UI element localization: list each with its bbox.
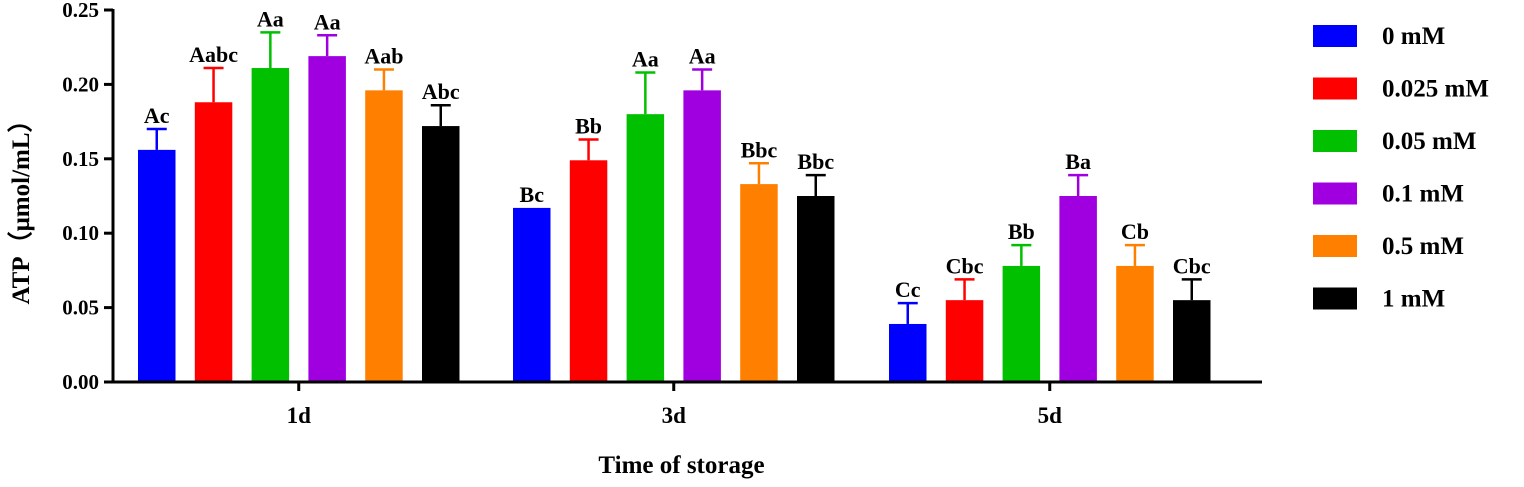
y-tick-label: 0.00: [62, 370, 99, 394]
bar-significance-label: Ac: [144, 103, 170, 128]
y-ticks-layer: 0.00 0.05 0.10 0.15 0.20 0.25: [62, 0, 113, 394]
bar-significance-label: Cbc: [946, 253, 984, 278]
x-category-label: 5d: [1038, 403, 1063, 428]
bar: [513, 207, 551, 382]
bar-significance-label: Ba: [1065, 149, 1091, 174]
bar-significance-label: Cc: [895, 277, 921, 302]
bar-significance-label: Bc: [520, 182, 545, 207]
legend-swatch: [1313, 25, 1357, 47]
y-tick-label: 0.20: [62, 72, 99, 96]
legend-label: 1 mM: [1382, 286, 1445, 313]
legend-swatch: [1313, 235, 1357, 257]
bar: [251, 68, 290, 383]
legend-label: 0.05 mM: [1382, 128, 1476, 155]
bar-significance-label: Bbc: [797, 149, 834, 174]
bar-significance-label: Abc: [422, 79, 460, 104]
legend-swatch: [1313, 77, 1357, 100]
legend-label: 0.025 mM: [1382, 76, 1489, 103]
bar-significance-label: Aabc: [189, 42, 238, 67]
bar: [194, 102, 233, 383]
y-tick-label: 0.15: [62, 147, 99, 171]
bar-significance-label: Aa: [257, 6, 284, 31]
y-axis-title: ATP（μmol/mL）: [6, 107, 35, 304]
bar: [308, 56, 346, 383]
bar: [945, 300, 984, 382]
bar: [626, 114, 665, 382]
bar: [1173, 300, 1211, 382]
legend-label: 0.1 mM: [1382, 181, 1464, 208]
error-bars-layer: [146, 31, 1202, 324]
bar: [365, 90, 403, 383]
bar: [1002, 265, 1041, 382]
x-category-label: 3d: [662, 403, 687, 428]
bar: [422, 126, 460, 383]
legend-label: 0.5 mM: [1382, 233, 1464, 260]
bars-layer: [138, 56, 1211, 383]
y-tick-label: 0.05: [62, 296, 99, 320]
bar-significance-label: Aa: [689, 44, 716, 69]
y-tick-label: 0.25: [62, 0, 99, 22]
x-category-label: 1d: [287, 403, 312, 428]
bar-significance-label: Aab: [364, 44, 403, 69]
bar: [740, 184, 778, 382]
bar-significance-label: Bbc: [741, 137, 778, 162]
bar: [889, 323, 927, 382]
bar: [1116, 265, 1154, 382]
x-ticks-layer: 1d 3d 5d: [287, 382, 1063, 428]
y-tick-label: 0.10: [62, 221, 99, 245]
bar-significance-label: Bb: [575, 113, 602, 138]
x-axis-title: Time of storage: [598, 452, 764, 479]
bar: [1059, 196, 1097, 382]
bar: [138, 149, 176, 382]
bar-significance-label: Bb: [1008, 219, 1035, 244]
bar: [683, 90, 721, 383]
bar-significance-label: Cb: [1121, 219, 1149, 244]
bar-significance-label: Aa: [632, 46, 659, 71]
bar-significance-label: Cbc: [1173, 253, 1211, 278]
axes-layer: [111, 9, 1262, 384]
legend-swatch: [1313, 182, 1357, 205]
bar: [797, 196, 835, 382]
bar-labels-layer: Ac Bc Cc Aabc Bb Cbc Aa Aa Bb Aa Aa Ba Aab Bbc Cb Abc Bb…: [144, 6, 1211, 302]
bar: [569, 160, 608, 382]
bar-significance-label: Aa: [314, 9, 341, 34]
legend-swatch: [1313, 130, 1357, 152]
legend: 0 mM 0.025 mM 0.05 mM 0.1 mM 0.5 mM 1 mM: [1313, 23, 1489, 313]
legend-swatch: [1313, 287, 1357, 310]
legend-label: 0 mM: [1382, 23, 1445, 50]
